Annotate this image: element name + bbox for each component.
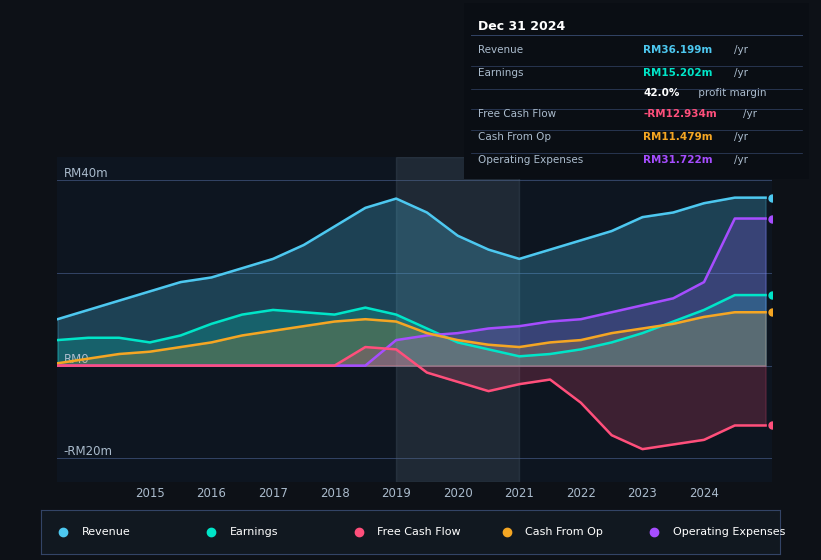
Text: 42.0%: 42.0% (643, 88, 680, 98)
Text: Cash From Op: Cash From Op (478, 132, 551, 142)
Text: Revenue: Revenue (478, 45, 523, 55)
Text: RM40m: RM40m (64, 167, 108, 180)
Text: -RM20m: -RM20m (64, 445, 112, 459)
Text: /yr: /yr (733, 45, 747, 55)
Text: /yr: /yr (743, 109, 757, 119)
Text: Dec 31 2024: Dec 31 2024 (478, 21, 565, 34)
Text: RM15.202m: RM15.202m (643, 68, 713, 78)
Text: Free Cash Flow: Free Cash Flow (478, 109, 556, 119)
Text: Free Cash Flow: Free Cash Flow (378, 527, 461, 537)
Text: Earnings: Earnings (478, 68, 523, 78)
Text: -RM12.934m: -RM12.934m (643, 109, 717, 119)
Text: Operating Expenses: Operating Expenses (478, 155, 583, 165)
Text: RM36.199m: RM36.199m (643, 45, 713, 55)
Bar (397, 157, 520, 482)
Text: Cash From Op: Cash From Op (525, 527, 603, 537)
Text: Earnings: Earnings (230, 527, 278, 537)
Text: RM11.479m: RM11.479m (643, 132, 713, 142)
Text: /yr: /yr (733, 132, 747, 142)
Text: Revenue: Revenue (82, 527, 131, 537)
Text: /yr: /yr (733, 155, 747, 165)
Text: /yr: /yr (733, 68, 747, 78)
Text: profit margin: profit margin (695, 88, 766, 98)
Text: Operating Expenses: Operating Expenses (673, 527, 785, 537)
Text: RM0: RM0 (64, 353, 89, 366)
Text: RM31.722m: RM31.722m (643, 155, 713, 165)
